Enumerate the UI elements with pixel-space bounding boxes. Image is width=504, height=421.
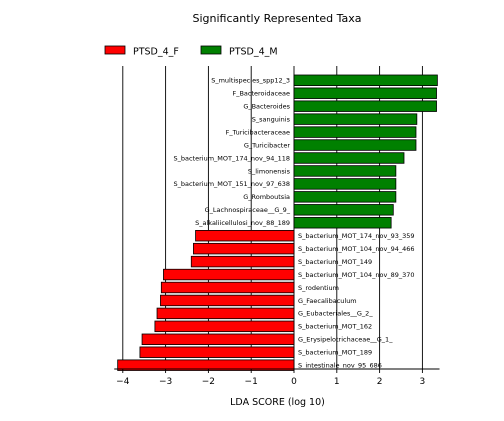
taxon-label: G_Eubacteriales__G_2_ — [298, 310, 373, 318]
taxon-label: S_rodentium — [298, 284, 339, 292]
taxon-label: S_sanguinis — [252, 115, 291, 123]
taxon-label: S_alkaliicellulosi_nov_88_189 — [195, 219, 290, 227]
bar-labels: S_multispecies_spp12_3 F_Bacteroidaceae G_… — [173, 77, 414, 370]
taxon-label: S_bacterium_MOT_151_nov_97_638 — [173, 180, 290, 188]
bar-F_Turicibacteraceae — [293, 126, 417, 138]
x-axis-label: LDA SCORE (log 10) — [230, 397, 325, 408]
taxon-label: F_Turicibacteraceae — [226, 128, 290, 136]
bar-G_Lachnospiraceae__G_9_ — [293, 204, 394, 216]
taxon-label: G_Faecalibaculum — [298, 297, 357, 305]
taxon-label: S_limonensis — [248, 167, 291, 175]
x-tick-label: −1 — [245, 377, 258, 387]
legend-label-m: PTSD_4_M — [229, 47, 278, 58]
legend: PTSD_4_F PTSD_4_M — [104, 45, 278, 58]
bar-S_intestinale_nov_95_686 — [117, 359, 295, 371]
bar-S_limonensis — [293, 165, 397, 177]
chart-title: Significantly Represented Taxa — [193, 12, 362, 25]
taxon-label: G_Romboutsia — [243, 193, 290, 201]
bar-G_Bacteroides — [293, 100, 437, 112]
x-tick-label: 2 — [377, 377, 383, 387]
bar-S_bacterium_MOT_104_nov_89_370 — [163, 268, 295, 281]
taxon-label: S_bacterium_MOT_149 — [298, 258, 372, 266]
bar-F_Bacteroidaceae — [293, 87, 437, 99]
taxon-label: G_Bacteroides — [243, 103, 290, 111]
x-tick-label: −2 — [202, 377, 215, 387]
taxon-label: S_bacterium_MOT_174_nov_93_359 — [298, 232, 415, 240]
x-tick-label: 1 — [334, 377, 340, 387]
taxon-label: S_bacterium_MOT_162 — [298, 323, 372, 331]
taxon-label: G_Erysipelotrichaceae__G_1_ — [298, 336, 393, 344]
bar-G_Faecalibaculum — [160, 294, 295, 307]
taxon-label: G_Turicibacter — [244, 141, 290, 149]
bar-S_sanguinis — [293, 113, 418, 125]
bar-S_bacterium_MOT_151_nov_97_638 — [293, 178, 397, 190]
x-axis: −4 −3 −2 −1 0 1 2 3 — [114, 368, 440, 387]
legend-swatch-m — [200, 45, 222, 55]
x-tick-label: 3 — [420, 377, 426, 387]
x-tick-label: 0 — [291, 377, 297, 387]
bar-G_Erysipelotrichaceae__G_1_ — [141, 333, 295, 346]
bar-S_multispecies_spp12_3 — [293, 74, 438, 87]
taxon-label: G_Lachnospiraceae__G_9_ — [205, 206, 291, 214]
bar-S_rodentium — [160, 281, 295, 294]
bar-S_bacterium_MOT_162 — [154, 320, 295, 333]
bar-S_bacterium_MOT_149 — [190, 255, 295, 268]
bar-G_Eubacteriales__G_2_ — [156, 307, 295, 320]
bar-S_bacterium_MOT_104_nov_94_466 — [193, 242, 295, 255]
x-tick-label: −3 — [159, 377, 172, 387]
taxon-label: S_bacterium_MOT_104_nov_94_466 — [298, 245, 415, 253]
taxon-label: S_bacterium_MOT_174_nov_94_118 — [173, 154, 290, 162]
taxon-label: F_Bacteroidaceae — [232, 90, 290, 98]
bar-S_bacterium_MOT_174_nov_94_118 — [293, 152, 405, 164]
bar-S_bacterium_MOT_174_nov_93_359 — [195, 229, 295, 242]
bar-G_Romboutsia — [293, 191, 397, 203]
taxon-label: S_intestinale_nov_95_686 — [298, 362, 382, 370]
bars — [117, 74, 438, 371]
taxon-label: S_multispecies_spp12_3 — [211, 77, 290, 85]
legend-label-f: PTSD_4_F — [133, 47, 179, 58]
taxon-label: S_bacterium_MOT_104_nov_89_370 — [298, 271, 415, 279]
taxon-label: S_bacterium_MOT_189 — [298, 349, 372, 357]
bar-S_alkaliicellulosi_nov_88_189 — [293, 217, 392, 229]
legend-swatch-f — [104, 45, 126, 55]
x-tick-label: −4 — [116, 377, 130, 387]
bar-S_bacterium_MOT_189 — [139, 346, 295, 358]
bar-G_Turicibacter — [293, 139, 417, 151]
